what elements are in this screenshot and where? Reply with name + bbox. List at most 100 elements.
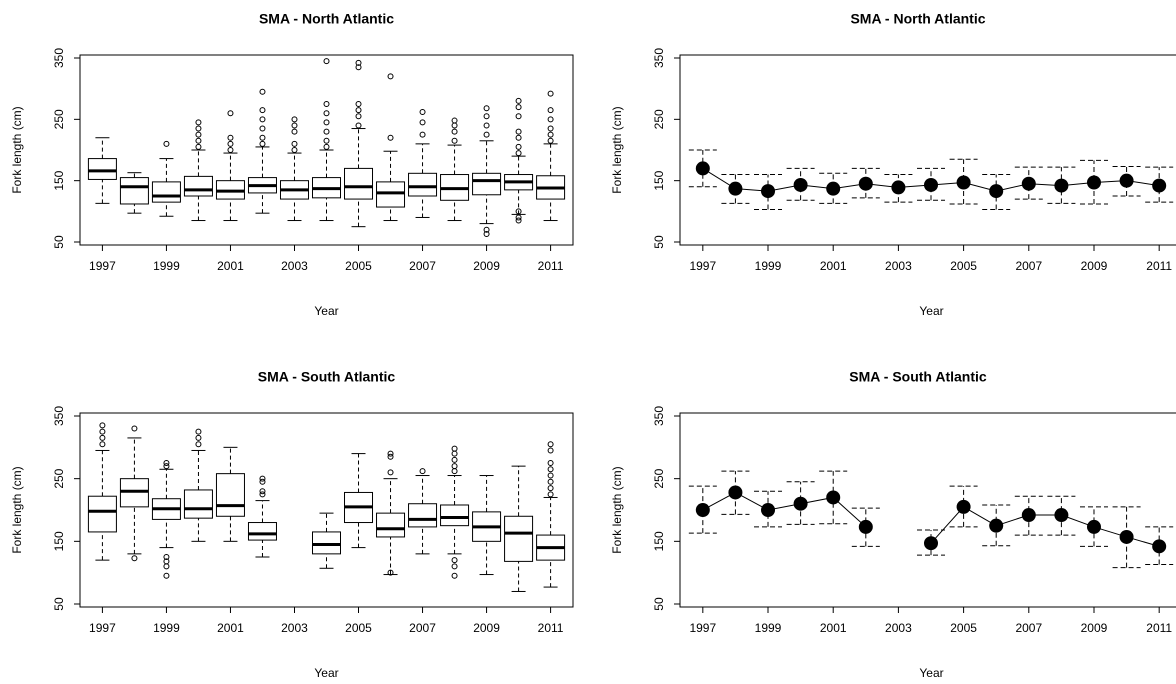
outlier bbox=[451, 128, 458, 135]
outlier bbox=[99, 428, 106, 435]
outlier bbox=[547, 491, 554, 498]
outlier bbox=[451, 557, 458, 564]
outlier bbox=[515, 97, 522, 104]
y-tick-label: 50 bbox=[652, 597, 666, 611]
outlier bbox=[163, 554, 170, 560]
x-tick-label: 2011 bbox=[1146, 621, 1172, 635]
x-tick-label: 2001 bbox=[820, 259, 847, 273]
outlier bbox=[483, 113, 490, 120]
outlier bbox=[291, 116, 298, 123]
x-tick-label: 2005 bbox=[345, 259, 372, 273]
box bbox=[119, 177, 149, 205]
y-axis-title: Fork length (cm) bbox=[10, 466, 24, 553]
chart-title: SMA - South Atlantic bbox=[849, 369, 987, 385]
outlier bbox=[419, 108, 426, 115]
y-axis-title: Fork length (cm) bbox=[610, 466, 624, 553]
outlier bbox=[163, 463, 170, 470]
outlier bbox=[355, 64, 362, 71]
mean-point bbox=[956, 175, 971, 190]
outlier bbox=[483, 226, 490, 233]
outlier bbox=[355, 113, 362, 120]
outlier bbox=[515, 104, 522, 111]
y-tick-label: 250 bbox=[52, 468, 66, 488]
outlier bbox=[451, 463, 458, 470]
x-tick-label: 2003 bbox=[885, 621, 912, 635]
mean-point bbox=[1152, 539, 1167, 554]
mean-point bbox=[1152, 178, 1167, 193]
x-tick-label: 2001 bbox=[820, 621, 847, 635]
outlier bbox=[483, 122, 490, 129]
outlier bbox=[355, 107, 362, 114]
box bbox=[376, 181, 406, 208]
x-tick-label: 2003 bbox=[281, 621, 308, 635]
box bbox=[119, 478, 149, 508]
chart-title: SMA - North Atlantic bbox=[850, 11, 985, 27]
outlier bbox=[323, 110, 330, 117]
mean-point bbox=[989, 518, 1004, 533]
mean-point bbox=[858, 519, 873, 534]
outlier bbox=[419, 131, 426, 138]
x-tick-label: 2007 bbox=[1015, 259, 1042, 273]
x-tick-label: 2003 bbox=[885, 259, 912, 273]
outlier bbox=[163, 572, 170, 579]
y-tick-label: 150 bbox=[52, 531, 66, 551]
outlier bbox=[227, 140, 234, 147]
x-tick-label: 2011 bbox=[538, 259, 564, 273]
outlier bbox=[259, 116, 266, 123]
box bbox=[472, 172, 502, 196]
y-tick-label: 350 bbox=[52, 48, 66, 68]
outlier bbox=[259, 88, 266, 95]
outlier bbox=[195, 137, 202, 144]
outlier bbox=[547, 472, 554, 479]
x-tick-label: 2007 bbox=[409, 259, 436, 273]
box bbox=[312, 531, 341, 555]
outlier bbox=[195, 143, 202, 150]
outlier bbox=[99, 434, 106, 441]
outlier bbox=[451, 468, 458, 475]
outlier bbox=[515, 217, 522, 224]
x-axis-title: Year bbox=[314, 304, 338, 318]
outlier bbox=[163, 563, 170, 570]
outlier bbox=[195, 441, 202, 448]
y-tick-label: 50 bbox=[52, 235, 66, 249]
x-tick-label: 2009 bbox=[1081, 621, 1108, 635]
outlier bbox=[483, 105, 490, 112]
outlier bbox=[387, 569, 394, 576]
x-tick-label: 2003 bbox=[281, 259, 308, 273]
outlier bbox=[291, 147, 298, 153]
x-tick-label: 1997 bbox=[689, 259, 716, 273]
x-tick-label: 2007 bbox=[409, 621, 436, 635]
outlier bbox=[515, 150, 522, 157]
y-tick-label: 150 bbox=[652, 531, 666, 551]
box bbox=[408, 503, 438, 528]
outlier bbox=[323, 143, 330, 150]
outlier bbox=[387, 73, 394, 80]
outlier bbox=[259, 107, 266, 114]
mean-point bbox=[924, 536, 938, 551]
mean-point bbox=[956, 499, 971, 514]
y-tick-label: 50 bbox=[652, 235, 666, 249]
mean-point bbox=[989, 184, 1004, 199]
outlier bbox=[259, 491, 266, 498]
x-axis-title: Year bbox=[919, 304, 943, 318]
outlier bbox=[227, 147, 234, 153]
outlier bbox=[387, 453, 394, 460]
outlier bbox=[163, 558, 170, 565]
mean-point bbox=[891, 180, 906, 195]
x-tick-label: 2011 bbox=[538, 621, 564, 635]
x-tick-label: 2001 bbox=[217, 259, 244, 273]
box bbox=[151, 181, 181, 203]
y-tick-label: 350 bbox=[652, 406, 666, 426]
box bbox=[215, 473, 245, 517]
outlier bbox=[99, 441, 106, 448]
y-tick-label: 350 bbox=[52, 406, 66, 426]
outlier bbox=[259, 478, 266, 485]
x-tick-label: 1999 bbox=[153, 621, 180, 635]
outlier bbox=[163, 140, 170, 147]
outlier bbox=[451, 122, 458, 129]
outlier bbox=[387, 134, 394, 141]
y-tick-label: 150 bbox=[652, 170, 666, 190]
y-axis-title: Fork length (cm) bbox=[610, 106, 624, 193]
x-tick-label: 1999 bbox=[153, 259, 180, 273]
